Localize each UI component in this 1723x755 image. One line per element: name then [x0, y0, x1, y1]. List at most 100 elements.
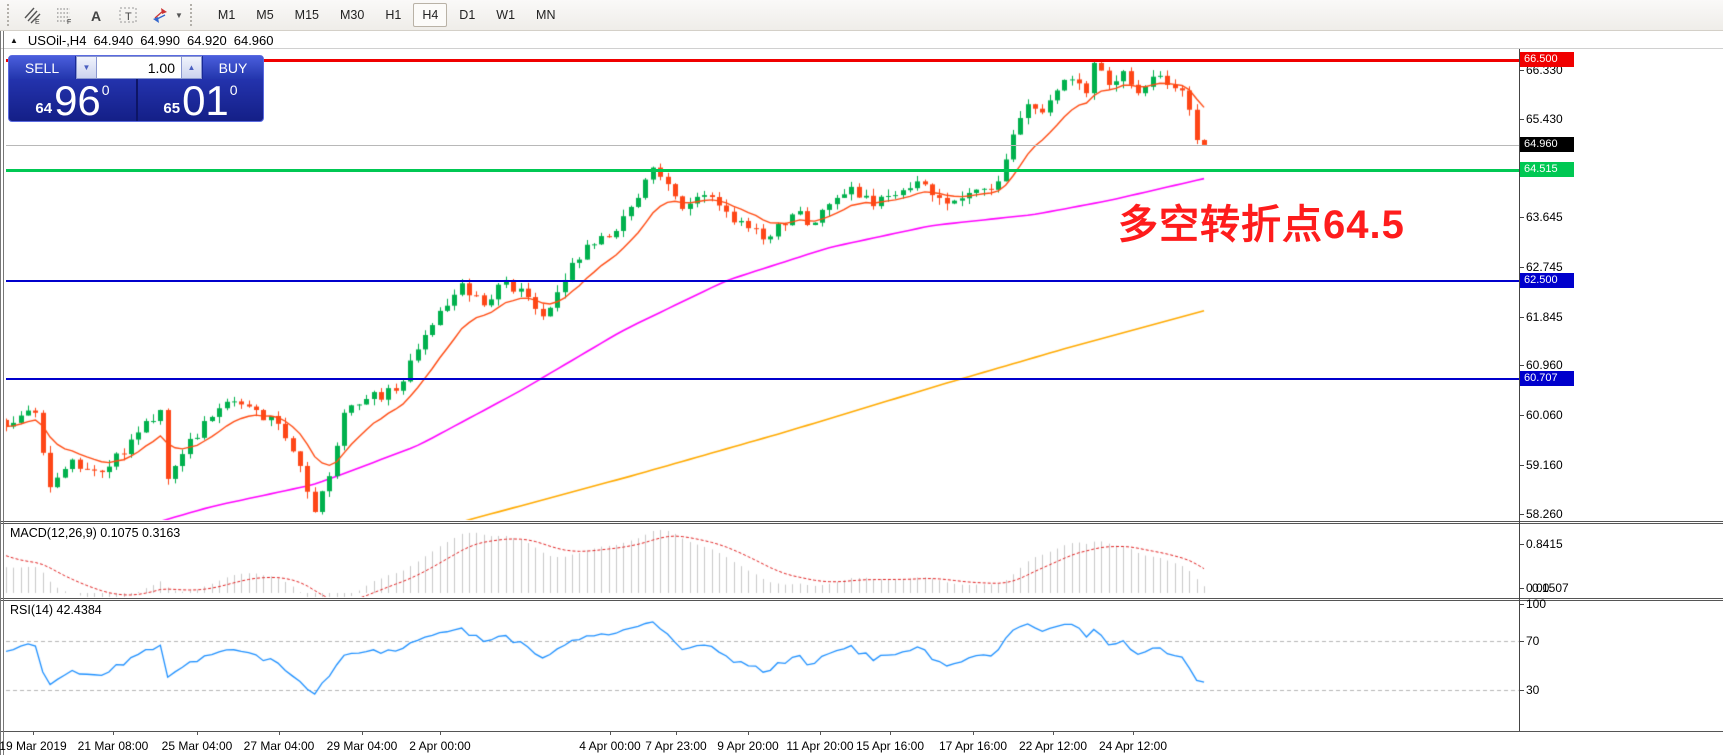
price-axis-line: [1519, 49, 1520, 731]
panel-divider: [0, 48, 1723, 49]
time-axis-tick: [362, 731, 363, 735]
sell-price-sup: 0: [101, 82, 110, 98]
macd-tick-mark: [1519, 544, 1524, 545]
arrows-dropdown-caret-icon[interactable]: ▼: [175, 10, 183, 20]
time-axis-tick: [1053, 731, 1054, 735]
quote-close: 64.960: [233, 33, 274, 48]
volume-input[interactable]: [97, 56, 181, 79]
macd-axis-label: 0.1507: [1532, 581, 1569, 595]
level-label-64.515: 64.515: [1520, 162, 1574, 177]
time-axis-tick: [279, 731, 280, 735]
current-price-line[interactable]: [6, 145, 1519, 146]
symbol-period-label: USOil-,H4: [27, 33, 87, 48]
time-axis-label: 21 Mar 08:00: [77, 739, 149, 753]
macd-tick-mark: [1519, 588, 1524, 589]
price-tick-mark: [1519, 217, 1524, 218]
support-line[interactable]: [6, 280, 1519, 282]
macd-axis-label: 0.8415: [1526, 537, 1563, 551]
time-axis-label: 11 Apr 20:00: [786, 739, 854, 753]
equidistant-channel-icon[interactable]: E: [18, 3, 46, 27]
arrows-icon[interactable]: [146, 3, 174, 27]
timeframe-button-M15[interactable]: M15: [294, 8, 319, 22]
timeframe-button-D1[interactable]: D1: [459, 8, 476, 22]
rsi-axis-label: 30: [1526, 683, 1540, 697]
sell-price-display[interactable]: 64 96 0: [9, 77, 138, 122]
price-tick-label: 60.060: [1526, 408, 1563, 422]
panel-divider: [0, 598, 1723, 599]
toolbar-drag-handle[interactable]: [7, 4, 13, 26]
svg-text:T: T: [125, 11, 132, 23]
toolbar-drag-handle[interactable]: [189, 4, 196, 26]
timeframe-button-M1[interactable]: M1: [217, 8, 236, 22]
support-line[interactable]: [6, 378, 1519, 380]
panel-divider: [0, 521, 1723, 522]
timeframe-toolbar: M1 M5 M15 M30 H1 H4 D1 W1 MN: [209, 3, 565, 27]
time-axis-label: 7 Apr 23:00: [645, 739, 707, 753]
buy-price-small: 65: [163, 100, 181, 117]
level-label-60.707: 60.707: [1520, 371, 1574, 386]
price-tick-label: 65.430: [1526, 112, 1563, 126]
time-axis-tick: [890, 731, 891, 735]
pivot-line[interactable]: [6, 169, 1519, 172]
rsi-axis-label: 100: [1526, 597, 1547, 611]
sell-price-small: 64: [35, 100, 53, 117]
svg-text:A: A: [91, 8, 101, 24]
panel-divider: [0, 731, 1723, 732]
macd-axis-label: 0.00: [1526, 581, 1550, 595]
timeframe-button-W1[interactable]: W1: [496, 8, 516, 22]
price-tick-mark: [1519, 415, 1524, 416]
macd-indicator-label: MACD(12,26,9) 0.1075 0.3163: [10, 526, 181, 540]
text-annotation-icon[interactable]: T: [114, 3, 142, 27]
fibonacci-lines-icon[interactable]: F: [50, 3, 78, 27]
buy-button[interactable]: BUY: [202, 56, 263, 79]
time-axis-tick: [113, 731, 114, 735]
price-tick-label: 62.745: [1526, 260, 1563, 274]
time-axis-label: 19 Mar 2019: [0, 739, 67, 753]
time-axis-tick: [676, 731, 677, 735]
price-tick-mark: [1519, 119, 1524, 120]
timeframe-button-M30[interactable]: M30: [340, 8, 365, 22]
panel-divider: [0, 523, 1723, 524]
time-axis-label: 4 Apr 00:00: [579, 739, 641, 753]
text-label-icon[interactable]: A: [82, 3, 110, 27]
time-axis-label: 29 Mar 04:00: [326, 739, 398, 753]
window-border-left: [3, 31, 4, 755]
sell-button[interactable]: SELL: [9, 56, 76, 79]
time-axis-tick: [1133, 731, 1134, 735]
sell-price-big: 96: [54, 77, 101, 122]
collapse-arrow-icon[interactable]: ▲: [10, 36, 18, 45]
price-tick-mark: [1519, 365, 1524, 366]
buy-price-display[interactable]: 65 01 0: [138, 79, 263, 122]
panel-divider: [0, 600, 1723, 601]
volume-decrease-button[interactable]: ▼: [76, 56, 97, 79]
timeframe-button-M5[interactable]: M5: [256, 8, 274, 22]
timeframe-button-H1[interactable]: H1: [385, 8, 402, 22]
time-axis-label: 15 Apr 16:00: [855, 739, 925, 753]
rsi-axis-label: 70: [1526, 634, 1540, 648]
window-border-left: [0, 31, 1, 755]
timeframe-button-H4[interactable]: H4: [413, 3, 448, 27]
line-studies-toolbar: E F A T ▼: [18, 3, 185, 27]
volume-increase-button[interactable]: ▲: [181, 56, 202, 79]
level-label-64.960: 64.960: [1520, 137, 1574, 152]
rsi-tick-mark: [1519, 641, 1524, 642]
rsi-indicator-label: RSI(14) 42.4384: [10, 603, 102, 617]
price-tick-mark: [1519, 465, 1524, 466]
time-axis-label: 24 Apr 12:00: [1098, 739, 1168, 753]
price-tick-mark: [1519, 267, 1524, 268]
price-tick-mark: [1519, 317, 1524, 318]
resistance-line[interactable]: [6, 59, 1519, 62]
time-axis-label: 2 Apr 00:00: [409, 739, 471, 753]
price-tick-label: 60.960: [1526, 358, 1563, 372]
level-label-62.500: 62.500: [1520, 273, 1574, 288]
svg-text:F: F: [67, 19, 71, 25]
buy-price-big: 01: [182, 77, 229, 122]
time-axis-tick: [973, 731, 974, 735]
time-axis-label: 27 Mar 04:00: [243, 739, 315, 753]
time-axis-tick: [820, 731, 821, 735]
time-axis-label: 17 Apr 16:00: [938, 739, 1008, 753]
timeframe-button-MN[interactable]: MN: [536, 8, 556, 22]
